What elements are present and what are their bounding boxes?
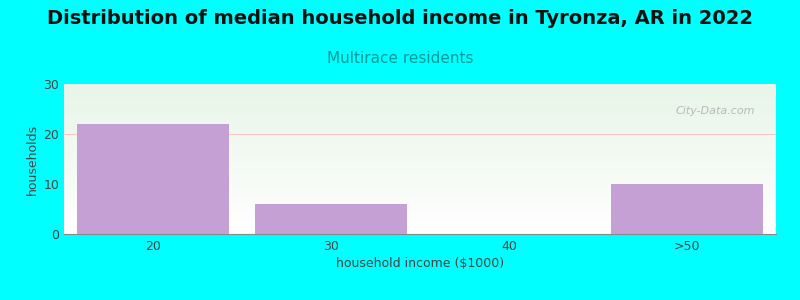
Bar	[611, 184, 762, 234]
Bar	[78, 124, 229, 234]
Text: City-Data.com: City-Data.com	[675, 106, 754, 116]
Text: Multirace residents: Multirace residents	[326, 51, 474, 66]
Text: Distribution of median household income in Tyronza, AR in 2022: Distribution of median household income …	[47, 9, 753, 28]
X-axis label: household income ($1000): household income ($1000)	[336, 257, 504, 270]
Y-axis label: households: households	[26, 123, 39, 195]
Bar	[255, 204, 406, 234]
